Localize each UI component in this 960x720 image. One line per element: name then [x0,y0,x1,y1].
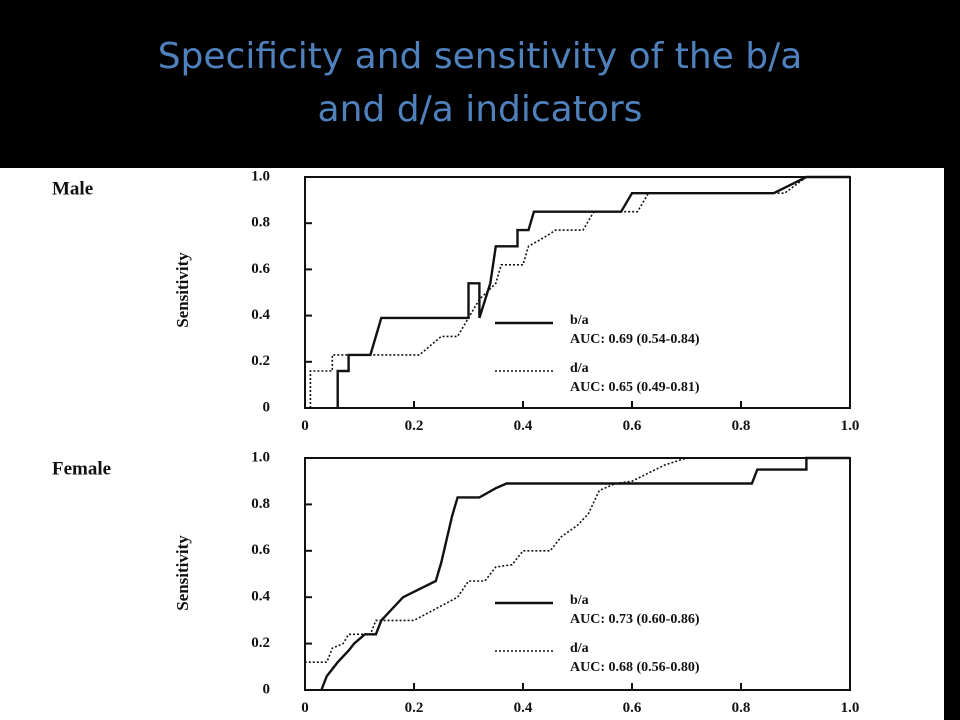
x-tick-label-male-3: 0.6 [623,418,642,434]
x-tick-label-female-0: 0 [301,700,309,716]
legend-name-male-ba: b/a [570,313,589,328]
legend-auc-male-ba: AUC: 0.69 (0.54-0.84) [570,332,700,347]
legend-auc-female-ba: AUC: 0.73 (0.60-0.86) [570,612,700,627]
y-tick-label-female-2: 0.4 [251,589,270,605]
x-tick-label-male-2: 0.4 [514,418,533,434]
x-tick-label-female-5: 1.0 [841,700,860,716]
x-tick-label-male-0: 0 [301,418,309,434]
y-tick-label-female-3: 0.6 [251,542,270,558]
legend-name-male-da: d/a [570,361,589,376]
slide-title-line-1: Specificity and sensitivity of the b/a [157,36,803,77]
y-tick-label-male-2: 0.4 [251,307,270,323]
roc-figure: Male Sensitivity 0 0.2 0.4 0.6 0.8 1.0 0 0.2 0.4 0.… [0,168,944,720]
legend-auc-female-da: AUC: 0.68 (0.56-0.80) [570,660,700,675]
y-tick-label-female-4: 0.8 [251,496,270,512]
plot-frame-female [304,457,851,691]
x-tick-label-male-1: 0.2 [405,418,424,434]
roc-curve-male-ba [336,175,850,408]
y-tick-label-male-3: 0.6 [251,261,270,277]
y-tick-label-female-5: 1.0 [251,449,270,465]
y-axis-label-female: Sensitivity [173,535,192,611]
legend-name-female-ba: b/a [570,593,589,608]
roc-curve-male-da [309,176,850,408]
x-tick-label-female-2: 0.4 [514,700,533,716]
y-tick-label-male-1: 0.2 [251,353,270,369]
y-tick-label-female-0: 0 [263,681,271,697]
x-tick-label-male-4: 0.8 [732,418,751,434]
roc-curve-female-da [304,457,850,679]
plot-frame-male [304,176,851,409]
y-tick-label-male-5: 1.0 [251,168,270,184]
x-tick-label-female-3: 0.6 [623,700,642,716]
legend-auc-male-da: AUC: 0.65 (0.49-0.81) [570,380,700,395]
y-tick-label-male-4: 0.8 [251,215,270,231]
slide-title-line-2: and d/a indicators [317,89,643,130]
roc-figure-svg: Male Sensitivity 0 0.2 0.4 0.6 0.8 1.0 0 0.2 0.4 0.… [52,168,860,716]
panel-label-male: Male [52,178,93,199]
legend-name-female-da: d/a [570,641,589,656]
x-tick-label-male-5: 1.0 [841,418,860,434]
y-axis-label-male: Sensitivity [173,252,192,328]
slide-title: Specificity and sensitivity of the b/a a… [0,30,960,136]
roc-curve-female-ba [320,456,850,691]
x-tick-label-female-1: 0.2 [405,700,424,716]
y-tick-label-female-1: 0.2 [251,635,270,651]
y-tick-label-male-0: 0 [263,399,271,415]
panel-label-female: Female [52,458,111,479]
x-tick-label-female-4: 0.8 [732,700,751,716]
